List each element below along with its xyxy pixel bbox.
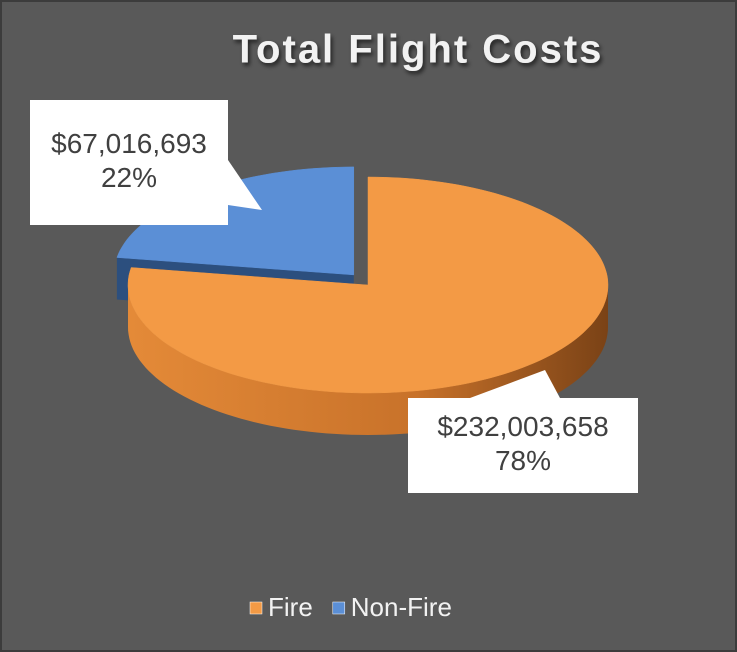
legend-label: Fire	[268, 592, 313, 622]
data-label-callout	[470, 370, 560, 398]
legend-swatch	[249, 601, 263, 615]
legend-swatch	[332, 601, 346, 615]
data-label-percent: 22%	[101, 162, 157, 193]
data-label-callout	[228, 160, 262, 210]
data-label: $232,003,658	[437, 411, 608, 442]
data-label-box	[408, 398, 638, 493]
data-label-percent: 78%	[495, 445, 551, 476]
data-label: $67,016,693	[51, 128, 207, 159]
legend-label: Non-Fire	[351, 592, 452, 622]
chart-title: Total Flight Costs	[233, 28, 604, 72]
pie-slice	[127, 176, 609, 394]
data-label-box	[30, 100, 228, 225]
